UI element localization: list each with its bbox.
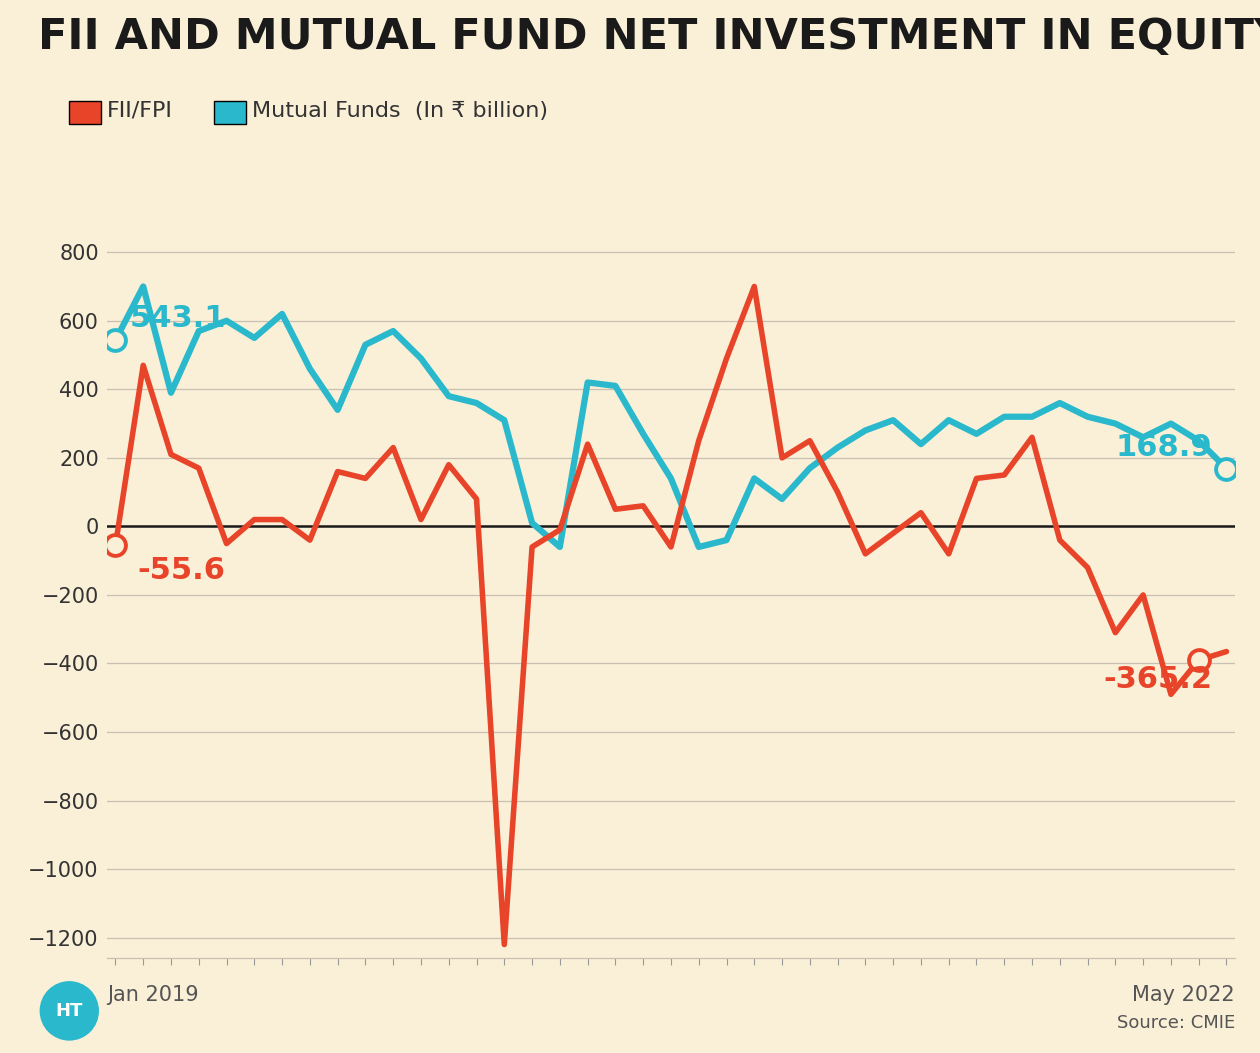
Text: 168.9: 168.9 [1116, 433, 1212, 461]
Text: Source: CMIE: Source: CMIE [1116, 1014, 1235, 1032]
Text: FII AND MUTUAL FUND NET INVESTMENT IN EQUITY: FII AND MUTUAL FUND NET INVESTMENT IN EQ… [38, 16, 1260, 58]
Text: FII/FPI: FII/FPI [107, 101, 173, 120]
Text: -365.2: -365.2 [1104, 665, 1212, 694]
Text: Mutual Funds  (In ₹ billion): Mutual Funds (In ₹ billion) [252, 101, 548, 120]
Text: Jan 2019: Jan 2019 [107, 985, 199, 1005]
Text: HT: HT [55, 1001, 83, 1020]
Circle shape [40, 981, 98, 1040]
Text: 543.1: 543.1 [130, 304, 226, 334]
Text: -55.6: -55.6 [137, 556, 226, 584]
Text: May 2022: May 2022 [1133, 985, 1235, 1005]
